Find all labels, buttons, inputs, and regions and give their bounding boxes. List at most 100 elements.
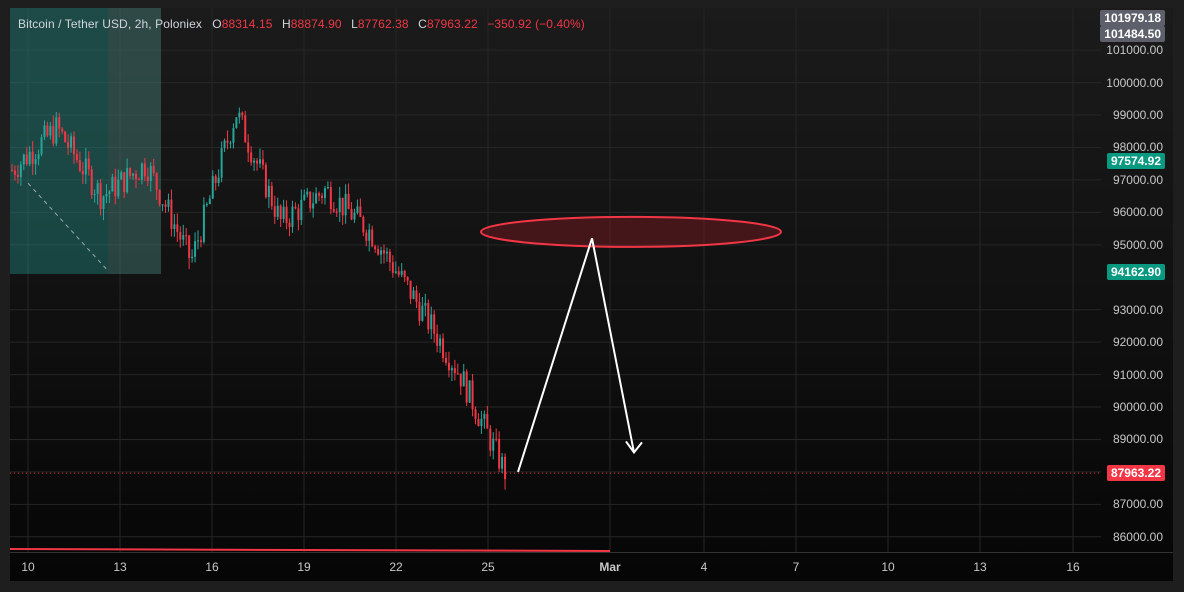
candle-body [31, 151, 34, 164]
candle-body [480, 418, 483, 427]
candle-body [450, 368, 453, 371]
candle-body [114, 176, 117, 197]
candle-body [350, 209, 353, 220]
candle-body [143, 163, 146, 177]
price-tick-label: 86000.00 [1112, 529, 1163, 544]
candle-body [323, 188, 326, 198]
candle-body [137, 179, 140, 181]
candle-body [73, 136, 75, 155]
candle-body [409, 280, 412, 299]
price-tick-label: 96000.00 [1112, 205, 1163, 220]
candle-body [84, 158, 87, 175]
candle-body [365, 232, 368, 241]
price-tick-label: 87000.00 [1112, 497, 1163, 512]
candle-body [312, 203, 315, 209]
price-tick-label: 99000.00 [1112, 108, 1163, 123]
price-tag-top-partial: 101979.18 [1100, 10, 1165, 27]
candle-body [64, 131, 67, 143]
open-label: O [212, 17, 222, 31]
candle-body [465, 371, 468, 403]
candle-body [335, 211, 338, 213]
candle-body [13, 170, 16, 175]
candle-body [439, 338, 442, 346]
candle-body [427, 302, 430, 330]
candle-body [362, 216, 365, 233]
candle-body [182, 235, 185, 240]
candle-body [332, 209, 335, 212]
candle-body [81, 170, 84, 175]
candle-body [498, 438, 501, 469]
candle-body [442, 338, 445, 358]
candle-body [199, 240, 202, 242]
price-axis[interactable]: 101000.00 100000.00 99000.00 98000.00 97000.… [1100, 8, 1173, 553]
price-tag-mid-green: 97574.92 [1106, 153, 1165, 170]
candle-body [19, 164, 22, 177]
candle-body [418, 301, 421, 321]
candle-body [179, 231, 182, 240]
candle-body [318, 193, 321, 196]
candle-body [185, 235, 188, 237]
time-axis[interactable]: 10 13 16 19 22 25 Mar 4 7 10 13 16 [10, 552, 1173, 581]
candle-body [28, 151, 31, 165]
candle-body [309, 191, 312, 209]
candle-body [306, 191, 309, 195]
position-box [10, 8, 161, 275]
candle-body [421, 305, 424, 321]
candle-body [388, 251, 391, 263]
price-tick-label: 100000.00 [1106, 75, 1163, 90]
change-value: −350.92 (−0.40%) [487, 17, 585, 31]
symbol-label[interactable]: Bitcoin / Tether USD, 2h, Poloniex [18, 17, 202, 31]
candle-body [96, 183, 99, 194]
candle-body [140, 163, 143, 180]
candle-body [400, 270, 403, 275]
candle-body [78, 160, 81, 171]
candle-body [501, 456, 504, 469]
candle-body [374, 246, 377, 250]
candle-body [391, 262, 394, 273]
candle-body [377, 249, 380, 255]
plot-area[interactable] [10, 8, 1101, 553]
position-dashed-line [27, 182, 109, 272]
candle-body [356, 206, 359, 213]
candle-body [176, 224, 179, 232]
candle-body [261, 159, 264, 165]
candle-body [87, 158, 90, 170]
time-label: 13 [973, 560, 987, 574]
candle-body [161, 204, 164, 206]
time-label: 25 [481, 560, 495, 574]
candle-body [244, 115, 247, 143]
candle-body [132, 173, 135, 176]
candle-body [294, 206, 297, 209]
candle-body [436, 333, 439, 346]
candle-body [315, 193, 318, 204]
price-tick-label: 91000.00 [1112, 367, 1163, 382]
candle-body [326, 186, 329, 189]
candle-body [267, 185, 270, 198]
candle-body [380, 250, 383, 255]
candle-body [223, 140, 226, 149]
candle-body [282, 206, 285, 219]
candle-body [232, 128, 235, 143]
candle-body [197, 240, 199, 242]
close-value: 87963.22 [426, 17, 478, 31]
candle-body [120, 172, 123, 180]
resistance-zone-ellipse [480, 215, 782, 248]
candle-body [300, 199, 303, 220]
candle-body [43, 125, 46, 138]
candle-body [149, 166, 152, 181]
candle-body [285, 206, 288, 223]
candle-body [273, 206, 276, 217]
candle-body [108, 191, 111, 194]
candle-body [270, 185, 273, 207]
time-label: 22 [389, 560, 403, 574]
candle-body [58, 117, 61, 129]
candle-body [415, 290, 418, 302]
candle-body [495, 438, 498, 440]
price-chart[interactable]: Bitcoin / Tether USD, 2h, Poloniex O8831… [10, 8, 1173, 581]
candle-body [155, 173, 158, 190]
candle-body [90, 169, 93, 195]
price-tick-label: 90000.00 [1112, 400, 1163, 415]
candle-body [430, 314, 433, 330]
candle-body [49, 126, 52, 136]
